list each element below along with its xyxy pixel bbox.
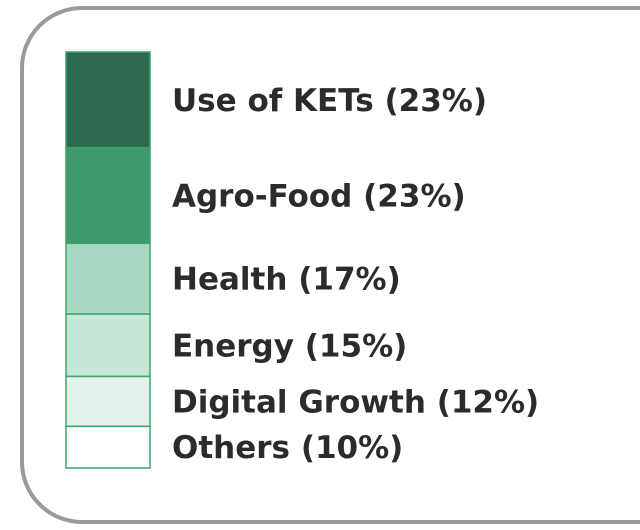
category-name: Agro-Food: [172, 178, 352, 214]
value-label: (10%): [301, 430, 404, 466]
segment-label: Others (10%): [172, 430, 403, 466]
frame: [20, 6, 640, 524]
value-label: (17%): [298, 261, 401, 297]
bar-segment: [65, 425, 151, 469]
bar-segment: [65, 146, 151, 245]
category-name: Others: [172, 430, 290, 466]
value-label: (23%): [363, 178, 466, 214]
segment-label: Energy (15%): [172, 328, 407, 364]
category-name: Health: [172, 261, 287, 297]
category-name: Energy: [172, 328, 294, 364]
segment-label: Use of KETs (23%): [172, 82, 487, 118]
value-label: (12%): [437, 384, 540, 420]
value-label: (15%): [305, 328, 408, 364]
category-name: Use of KETs: [172, 82, 374, 118]
bar-segment: [65, 313, 151, 378]
segment-label: Digital Growth (12%): [172, 384, 539, 420]
value-label: (23%): [385, 82, 488, 118]
bar-segment: [65, 51, 151, 149]
bar-segment: [65, 242, 151, 315]
segment-label: Agro-Food (23%): [172, 178, 466, 214]
category-name: Digital Growth: [172, 384, 426, 420]
bar-segment: [65, 375, 151, 428]
segment-label: Health (17%): [172, 261, 401, 297]
